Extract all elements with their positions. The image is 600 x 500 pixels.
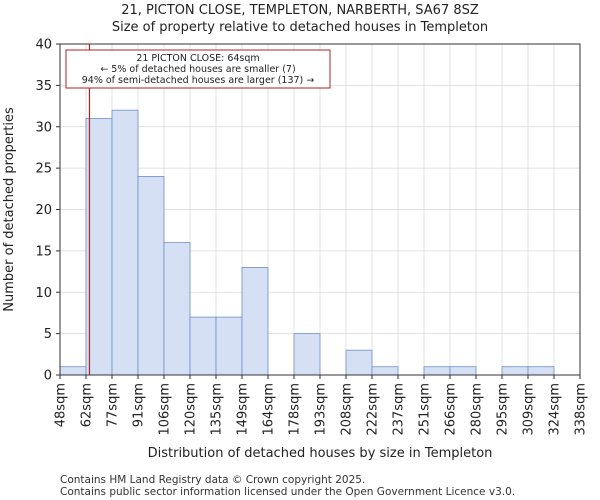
x-tick-label: 77sqm [106,383,121,427]
annotation-line: ← 5% of detached houses are smaller (7) [100,64,295,75]
x-tick-label: 208sqm [340,383,355,436]
bar [137,175,165,376]
y-tick-label: 0 [44,369,52,384]
x-tick-label: 237sqm [392,383,407,436]
x-tick-label: 135sqm [210,383,225,436]
x-tick-label: 338sqm [574,383,589,436]
bar [345,349,373,376]
x-tick-label: 193sqm [314,383,329,436]
x-tick-label: 251sqm [418,383,433,436]
bar [449,366,477,376]
y-tick-label: 10 [35,286,52,301]
x-tick-label: 149sqm [236,383,251,436]
x-tick-label: 309sqm [522,383,537,436]
y-tick-label: 20 [35,203,52,218]
bar [241,267,269,376]
y-tick-label: 40 [35,38,52,53]
y-tick-label: 30 [35,120,52,135]
footer-line-1: Contains HM Land Registry data © Crown c… [60,474,366,486]
y-tick-label: 35 [35,79,52,94]
bar [527,366,555,376]
annotation-box [65,49,331,89]
x-tick-label: 164sqm [262,383,277,436]
bar [371,366,399,376]
y-axis-label: Number of detached properties [2,107,17,312]
bar [293,333,321,376]
annotation-line: 94% of semi-detached houses are larger (… [82,75,315,86]
annotation-line: 21 PICTON CLOSE: 64sqm [136,53,259,64]
bar [215,316,243,376]
bar [163,242,191,376]
bar [501,366,529,376]
footer-line-2: Contains public sector information licen… [60,486,516,498]
chart-title: 21, PICTON CLOSE, TEMPLETON, NARBERTH, S… [121,3,479,18]
y-tick-label: 25 [35,162,52,177]
x-tick-label: 178sqm [288,383,303,436]
x-tick-label: 120sqm [184,383,199,436]
x-axis-label: Distribution of detached houses by size … [148,446,493,461]
x-tick-label: 324sqm [548,383,563,436]
x-tick-label: 266sqm [444,383,459,436]
x-tick-label: 106sqm [158,383,173,436]
x-tick-label: 295sqm [496,383,511,436]
x-tick-label: 91sqm [132,383,147,427]
bar [423,366,451,376]
bar [189,316,217,376]
x-tick-label: 222sqm [366,383,381,436]
bar [85,118,113,376]
x-tick-label: 62sqm [80,383,95,427]
chart-subtitle: Size of property relative to detached ho… [111,20,489,35]
bar [111,109,139,376]
x-tick-label: 280sqm [470,383,485,436]
y-tick-label: 15 [35,244,52,259]
x-tick-label: 48sqm [54,383,69,427]
bar [59,366,87,376]
y-tick-label: 5 [44,327,52,342]
